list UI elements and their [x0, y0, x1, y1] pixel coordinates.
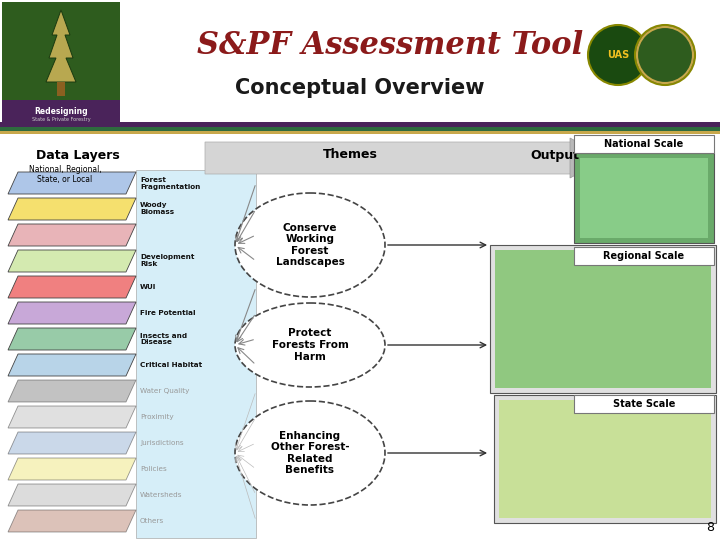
Text: Water Quality: Water Quality: [140, 388, 189, 394]
Polygon shape: [8, 484, 136, 506]
Text: Jurisdictions: Jurisdictions: [140, 440, 184, 446]
Polygon shape: [8, 276, 136, 298]
FancyBboxPatch shape: [136, 170, 256, 538]
FancyBboxPatch shape: [0, 131, 720, 134]
Text: WUI: WUI: [140, 284, 156, 290]
Text: Critical Habitat: Critical Habitat: [140, 362, 202, 368]
Polygon shape: [8, 432, 136, 454]
Text: Output: Output: [531, 148, 580, 161]
Text: Policies: Policies: [140, 466, 167, 472]
Polygon shape: [8, 250, 136, 272]
Text: Development
Risk: Development Risk: [140, 254, 194, 267]
Polygon shape: [8, 172, 136, 194]
Text: Others: Others: [140, 518, 164, 524]
FancyBboxPatch shape: [574, 153, 714, 243]
Polygon shape: [8, 380, 136, 402]
Text: 8: 8: [706, 521, 714, 534]
Text: Conserve
Working
Forest
Landscapes: Conserve Working Forest Landscapes: [276, 222, 344, 267]
Text: Enhancing
Other Forest-
Related
Benefits: Enhancing Other Forest- Related Benefits: [271, 430, 349, 475]
Text: Regional Scale: Regional Scale: [603, 251, 685, 261]
Circle shape: [637, 27, 693, 83]
Text: Proximity: Proximity: [140, 414, 174, 420]
Text: Redesigning: Redesigning: [34, 106, 88, 116]
Text: Forest
Fragmentation: Forest Fragmentation: [140, 177, 200, 190]
Text: Watersheds: Watersheds: [140, 492, 182, 498]
FancyBboxPatch shape: [494, 395, 716, 523]
Ellipse shape: [235, 193, 385, 297]
Text: State Scale: State Scale: [613, 399, 675, 409]
Polygon shape: [570, 138, 608, 178]
Polygon shape: [8, 302, 136, 324]
Polygon shape: [46, 10, 76, 82]
Text: S&PF Assessment Tool: S&PF Assessment Tool: [197, 30, 583, 60]
FancyBboxPatch shape: [499, 400, 711, 518]
Ellipse shape: [235, 303, 385, 387]
Text: UAS: UAS: [607, 50, 629, 60]
FancyBboxPatch shape: [580, 158, 708, 238]
Polygon shape: [8, 328, 136, 350]
Text: State & Private Forestry: State & Private Forestry: [32, 117, 90, 122]
Polygon shape: [8, 510, 136, 532]
Text: Conceptual Overview: Conceptual Overview: [235, 78, 485, 98]
FancyBboxPatch shape: [2, 100, 120, 122]
Text: Themes: Themes: [323, 148, 377, 161]
Polygon shape: [8, 224, 136, 246]
FancyBboxPatch shape: [495, 250, 711, 388]
FancyBboxPatch shape: [2, 2, 120, 122]
FancyBboxPatch shape: [490, 245, 716, 393]
Circle shape: [588, 25, 648, 85]
FancyBboxPatch shape: [574, 395, 714, 413]
Polygon shape: [8, 198, 136, 220]
Text: National, Regional,
State, or Local: National, Regional, State, or Local: [29, 165, 102, 184]
Text: Fire Potential: Fire Potential: [140, 310, 196, 316]
Text: Woody
Biomass: Woody Biomass: [140, 202, 174, 215]
FancyBboxPatch shape: [0, 127, 720, 131]
Circle shape: [635, 25, 695, 85]
Polygon shape: [205, 142, 600, 174]
Text: Protect
Forests From
Harm: Protect Forests From Harm: [271, 328, 348, 362]
Polygon shape: [8, 458, 136, 480]
FancyBboxPatch shape: [574, 135, 714, 153]
Ellipse shape: [235, 401, 385, 505]
FancyBboxPatch shape: [574, 247, 714, 265]
FancyBboxPatch shape: [0, 122, 720, 127]
Text: National Scale: National Scale: [604, 139, 683, 149]
Text: Data Layers: Data Layers: [36, 148, 120, 161]
Text: Insects and
Disease: Insects and Disease: [140, 333, 187, 346]
FancyBboxPatch shape: [57, 82, 65, 96]
Polygon shape: [8, 354, 136, 376]
Polygon shape: [8, 406, 136, 428]
